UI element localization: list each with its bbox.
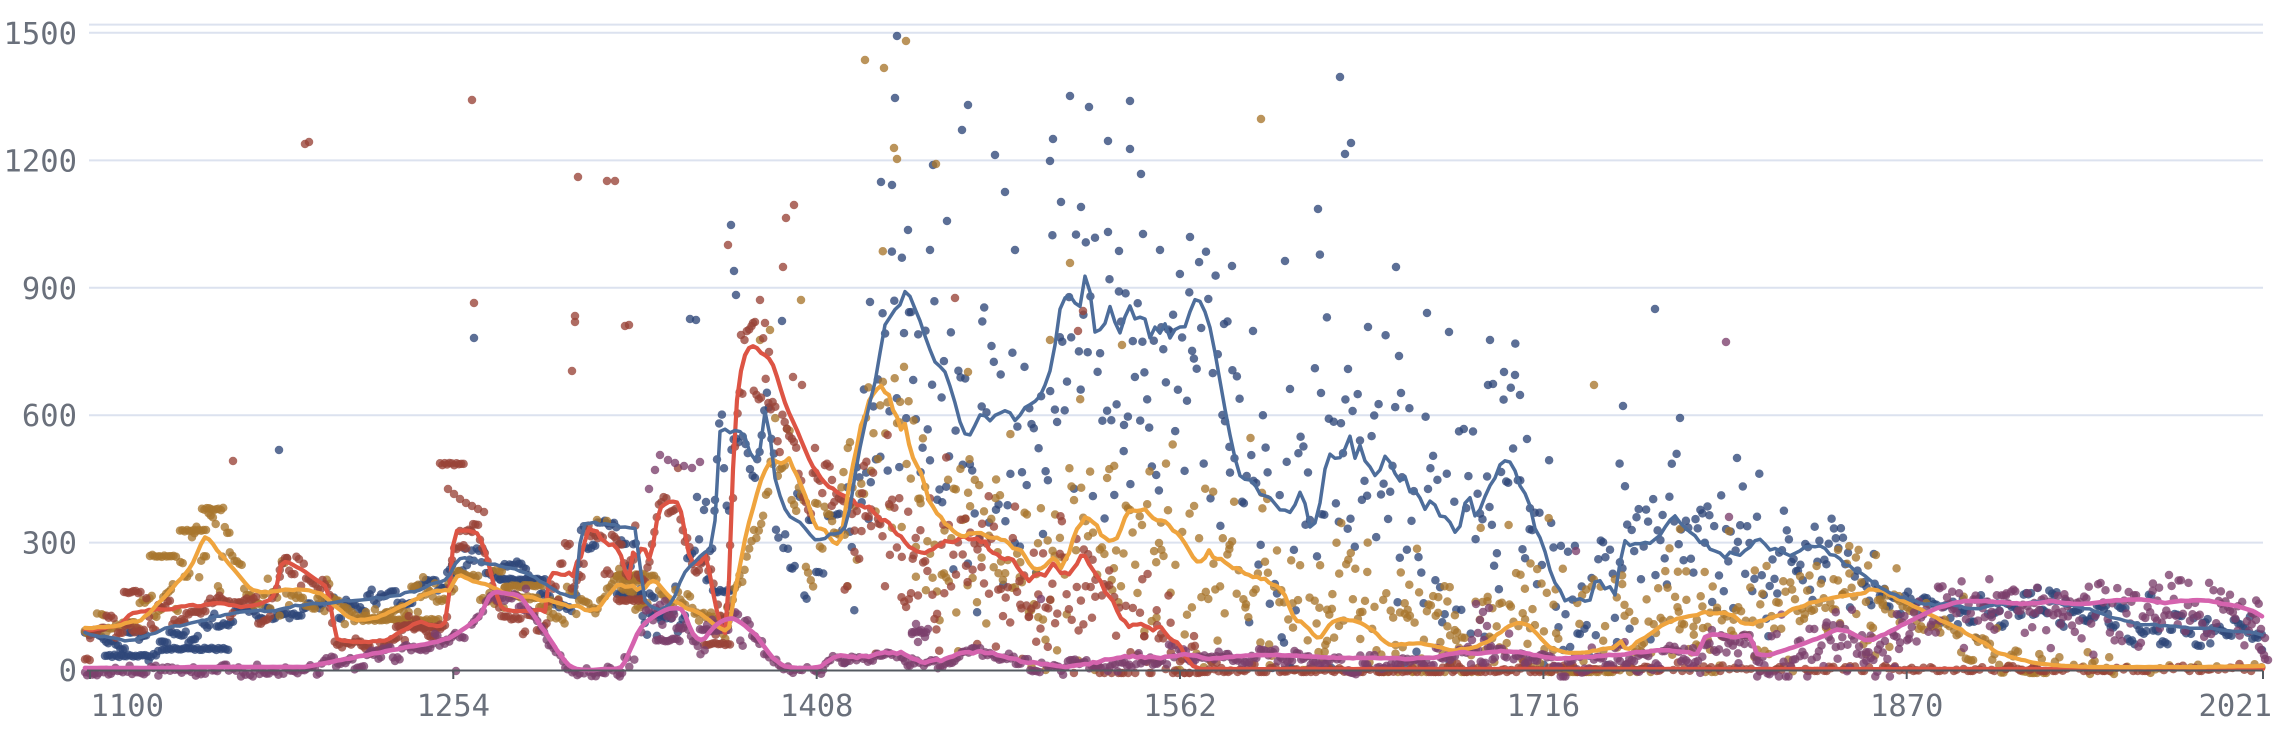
svg-text:1100: 1100 [91,689,164,724]
svg-text:900: 900 [22,272,77,307]
svg-text:1200: 1200 [4,144,77,179]
svg-text:2021: 2021 [2199,689,2272,724]
svg-text:1716: 1716 [1507,689,1580,724]
svg-text:0: 0 [59,654,77,689]
svg-text:600: 600 [22,399,77,434]
svg-text:1408: 1408 [780,689,853,724]
svg-text:1562: 1562 [1143,689,1216,724]
svg-text:1254: 1254 [417,689,490,724]
svg-text:1500: 1500 [4,17,77,52]
svg-text:300: 300 [22,527,77,562]
svg-text:1870: 1870 [1870,689,1943,724]
